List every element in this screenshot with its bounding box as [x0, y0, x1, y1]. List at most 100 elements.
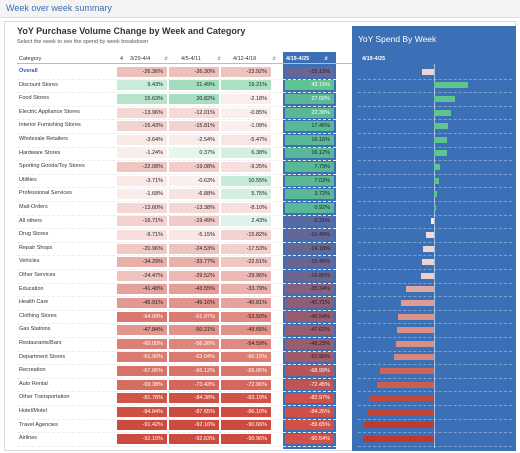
chart-bar[interactable] [434, 164, 441, 170]
table-cell: -47.63% [285, 325, 334, 336]
table-row[interactable]: Gas Stations -47.84% -50.21% -49.66% -47.63% [17, 323, 352, 337]
table-cell: -17.53% [221, 243, 271, 254]
table-row[interactable]: Vehicles -34.29% -33.77% -22.51% -15.45% [17, 255, 352, 269]
chart-bar[interactable] [434, 96, 456, 102]
table-cell: -69.38% [117, 379, 167, 390]
table-row[interactable]: Sporting Goods/Toy Stores -22.08% -19.08% -… [17, 160, 352, 174]
table-cell: -15.82% [221, 229, 271, 240]
table-row[interactable]: Hotel/Motel -84.84% -87.65% -86.10% -84.26% [17, 405, 352, 419]
chart-bar[interactable] [434, 123, 448, 130]
table-cell: 21.49% [169, 80, 219, 91]
page-title[interactable]: Week over week summary [6, 3, 112, 13]
header-week-2[interactable]: 4/5-4/11 [181, 56, 201, 62]
chart-bar[interactable] [397, 313, 434, 320]
table-cell: -15.43% [117, 121, 167, 132]
chart-row-divider [358, 78, 512, 80]
table-row[interactable]: Electric Appliance Stores -13.96% -12.01% -… [17, 106, 352, 120]
table-row[interactable]: Auto Rental -69.38% -73.43% -72.96% -72.45% [17, 378, 352, 392]
table-row[interactable]: Repair Shops -20.96% -24.53% -17.53% -14.18% [17, 242, 352, 256]
chart-bar[interactable] [434, 204, 436, 211]
chart-bar[interactable] [396, 327, 434, 334]
chart-bar[interactable] [393, 354, 434, 361]
row-category-label: Gas Stations [19, 326, 51, 333]
chart-bar[interactable] [401, 300, 434, 306]
chart-row-divider [358, 323, 512, 325]
table-cell: 0.37% [169, 148, 219, 159]
table-cell: -51.90% [285, 352, 334, 363]
table-cell: -83.19% [221, 393, 271, 404]
chart-bar[interactable] [377, 381, 434, 388]
table-cell: 20.82% [169, 93, 219, 104]
chart-bar[interactable] [434, 191, 437, 198]
table-cell: -14.18% [285, 243, 334, 254]
chart-bar[interactable] [406, 286, 434, 293]
sort-icon[interactable]: ⇵ [272, 56, 277, 62]
row-category-label: Hardware Stores [19, 149, 61, 156]
row-category-label: Education [19, 285, 44, 292]
chart-bar[interactable] [396, 340, 434, 347]
row-category-label[interactable]: Overall [19, 68, 38, 74]
table-row[interactable]: Interior Furnishing Stores -15.43% -15.81%… [17, 119, 352, 133]
table-cell: 43.15% [285, 80, 334, 91]
table-row[interactable]: Wholesale Retailers -3.64% -2.54% -5.47% 16.… [17, 133, 352, 147]
table-row[interactable]: Other Transportation -81.78% -84.38% -83.19… [17, 391, 352, 405]
row-category-label: Drug Stores [19, 231, 49, 238]
chart-row-divider [358, 201, 512, 202]
table-row[interactable]: Discount Stores 9.43% 21.49% 19.21% 43.15% [17, 79, 352, 93]
table-row[interactable]: Hardware Stores -1.24% 0.37% 6.38% 16.12% [17, 147, 352, 161]
chart-bar[interactable] [425, 232, 434, 238]
sort-icon[interactable]: ⇵ [324, 56, 329, 62]
chart-bar[interactable] [368, 408, 434, 415]
table-row[interactable]: Education -41.48% -43.55% -33.79% -35.34% [17, 283, 352, 297]
row-divider [17, 255, 336, 257]
chart-bar[interactable] [363, 436, 434, 442]
table-row[interactable]: Clothing Stores -64.09% -61.97% -53.50% -46.… [17, 310, 352, 324]
chart-bar[interactable] [422, 245, 434, 252]
table-row[interactable]: Travel Agencies -91.42% -92.16% -90.66% -89.… [17, 419, 352, 433]
table-row[interactable]: Health Care -45.91% -49.16% -40.81% -41.71% [17, 296, 352, 310]
chart-bar[interactable] [434, 177, 440, 184]
row-category-label: Other Services [19, 272, 56, 278]
table-cell: 9.43% [117, 80, 167, 91]
chart-bar[interactable] [420, 272, 434, 279]
chart-bar[interactable] [364, 422, 434, 429]
header-category[interactable]: Category [19, 56, 42, 62]
table-cell: -82.97% [285, 393, 334, 404]
table-cell: -1.24% [117, 148, 167, 159]
sort-icon[interactable]: ⇵ [164, 56, 169, 62]
chart-row-divider [358, 309, 512, 311]
table-row[interactable]: Overall -26.36% -26.30% -23.92% -15.12% [17, 65, 352, 79]
chart-bar[interactable] [369, 395, 434, 402]
header-week-4[interactable]: 4/19-4/25 [286, 56, 310, 62]
chart-bar[interactable] [421, 259, 434, 266]
table-cell: -20.96% [117, 243, 167, 254]
chart-bar[interactable] [434, 150, 447, 157]
table-row[interactable]: Mail-Orders -13.60% -13.38% -8.10% 0.92% [17, 201, 352, 215]
table-row[interactable]: Department Stores -61.90% -63.04% -60.15% -5… [17, 351, 352, 365]
table-row[interactable]: Utilities -3.71% -0.63% 10.55% 7.03% [17, 174, 352, 188]
table-row[interactable]: Airlines -92.10% -92.63% -90.96% -90.54% [17, 432, 352, 446]
table-row[interactable]: Recreation -67.06% -66.12% -65.06% -68.99% [17, 364, 352, 378]
chart-bar[interactable] [434, 109, 452, 116]
table-cell: 16.16% [285, 134, 334, 145]
table-row[interactable]: Other Services -24.47% -29.52% -29.96% -16.8… [17, 269, 352, 283]
chart-bar[interactable] [434, 82, 468, 89]
row-divider [17, 309, 336, 311]
table-row[interactable]: Professional Services -1.68% -6.88% 5.75% 3.… [17, 187, 352, 201]
chart-row-divider [358, 282, 512, 284]
table-row[interactable]: All others -16.71% -19.49% 2.43% -3.31% [17, 215, 352, 229]
header-week-3[interactable]: 4/12-4/18 [233, 56, 257, 62]
table-cell: -60.00% [117, 338, 167, 349]
table-cell: -91.42% [117, 420, 167, 431]
chart-bar[interactable] [380, 368, 434, 374]
chart-bar[interactable] [422, 68, 434, 75]
chart-bar[interactable] [431, 218, 434, 225]
table-cell: 15.63% [117, 93, 167, 104]
table-row[interactable]: Food Stores 15.63% 20.82% -2.18% 27.00% [17, 92, 352, 106]
table-cell: -40.81% [221, 297, 271, 308]
table-row[interactable]: Drug Stores -9.71% -5.15% -15.82% -10.49% [17, 228, 352, 242]
table-row[interactable]: Restaurants/Bars -60.00% -56.26% -54.59% -48… [17, 337, 352, 351]
header-week-1[interactable]: 3/29-4/4 [130, 56, 151, 62]
chart-bar[interactable] [434, 136, 447, 143]
sort-icon[interactable]: ⇵ [217, 56, 222, 62]
